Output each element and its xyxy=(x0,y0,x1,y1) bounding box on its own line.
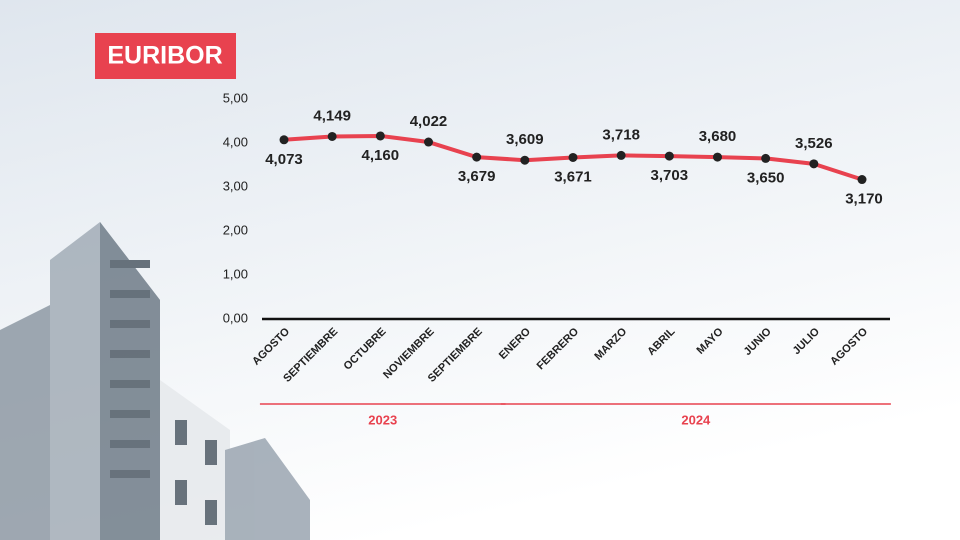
value-label: 3,526 xyxy=(795,135,833,152)
point xyxy=(664,151,674,161)
value-label: 3,679 xyxy=(458,168,496,185)
point xyxy=(616,150,626,160)
point xyxy=(327,131,337,141)
value-label: 4,073 xyxy=(265,151,303,168)
value-label: 4,160 xyxy=(362,147,400,164)
value-label: 3,650 xyxy=(747,169,785,186)
y-tick-label: 2,00 xyxy=(223,222,248,237)
value-label: 3,609 xyxy=(506,131,544,148)
point xyxy=(279,135,289,145)
value-label: 3,703 xyxy=(651,167,689,184)
point xyxy=(713,152,722,162)
value-label: 4,149 xyxy=(313,107,351,124)
group-label: 2023 xyxy=(368,412,397,427)
group-label: 2024 xyxy=(681,412,711,427)
value-label: 3,680 xyxy=(699,128,737,145)
point xyxy=(375,131,385,141)
point xyxy=(809,159,819,169)
value-label: 4,022 xyxy=(410,113,448,130)
point xyxy=(568,152,578,162)
chart-title: EURIBOR xyxy=(107,42,222,70)
value-label: 3,718 xyxy=(602,126,640,143)
y-tick-label: 3,00 xyxy=(223,178,248,193)
y-tick-label: 1,00 xyxy=(223,266,248,281)
y-tick-label: 5,00 xyxy=(223,90,248,105)
y-tick-label: 4,00 xyxy=(223,134,248,149)
y-tick-label: 0,00 xyxy=(223,310,248,325)
point xyxy=(424,137,433,147)
point xyxy=(761,153,771,163)
point xyxy=(857,175,867,185)
building xyxy=(0,222,310,540)
value-label: 3,170 xyxy=(845,190,883,207)
value-label: 3,671 xyxy=(554,168,592,185)
point xyxy=(520,155,530,165)
title-box xyxy=(95,33,236,79)
point xyxy=(472,152,482,162)
